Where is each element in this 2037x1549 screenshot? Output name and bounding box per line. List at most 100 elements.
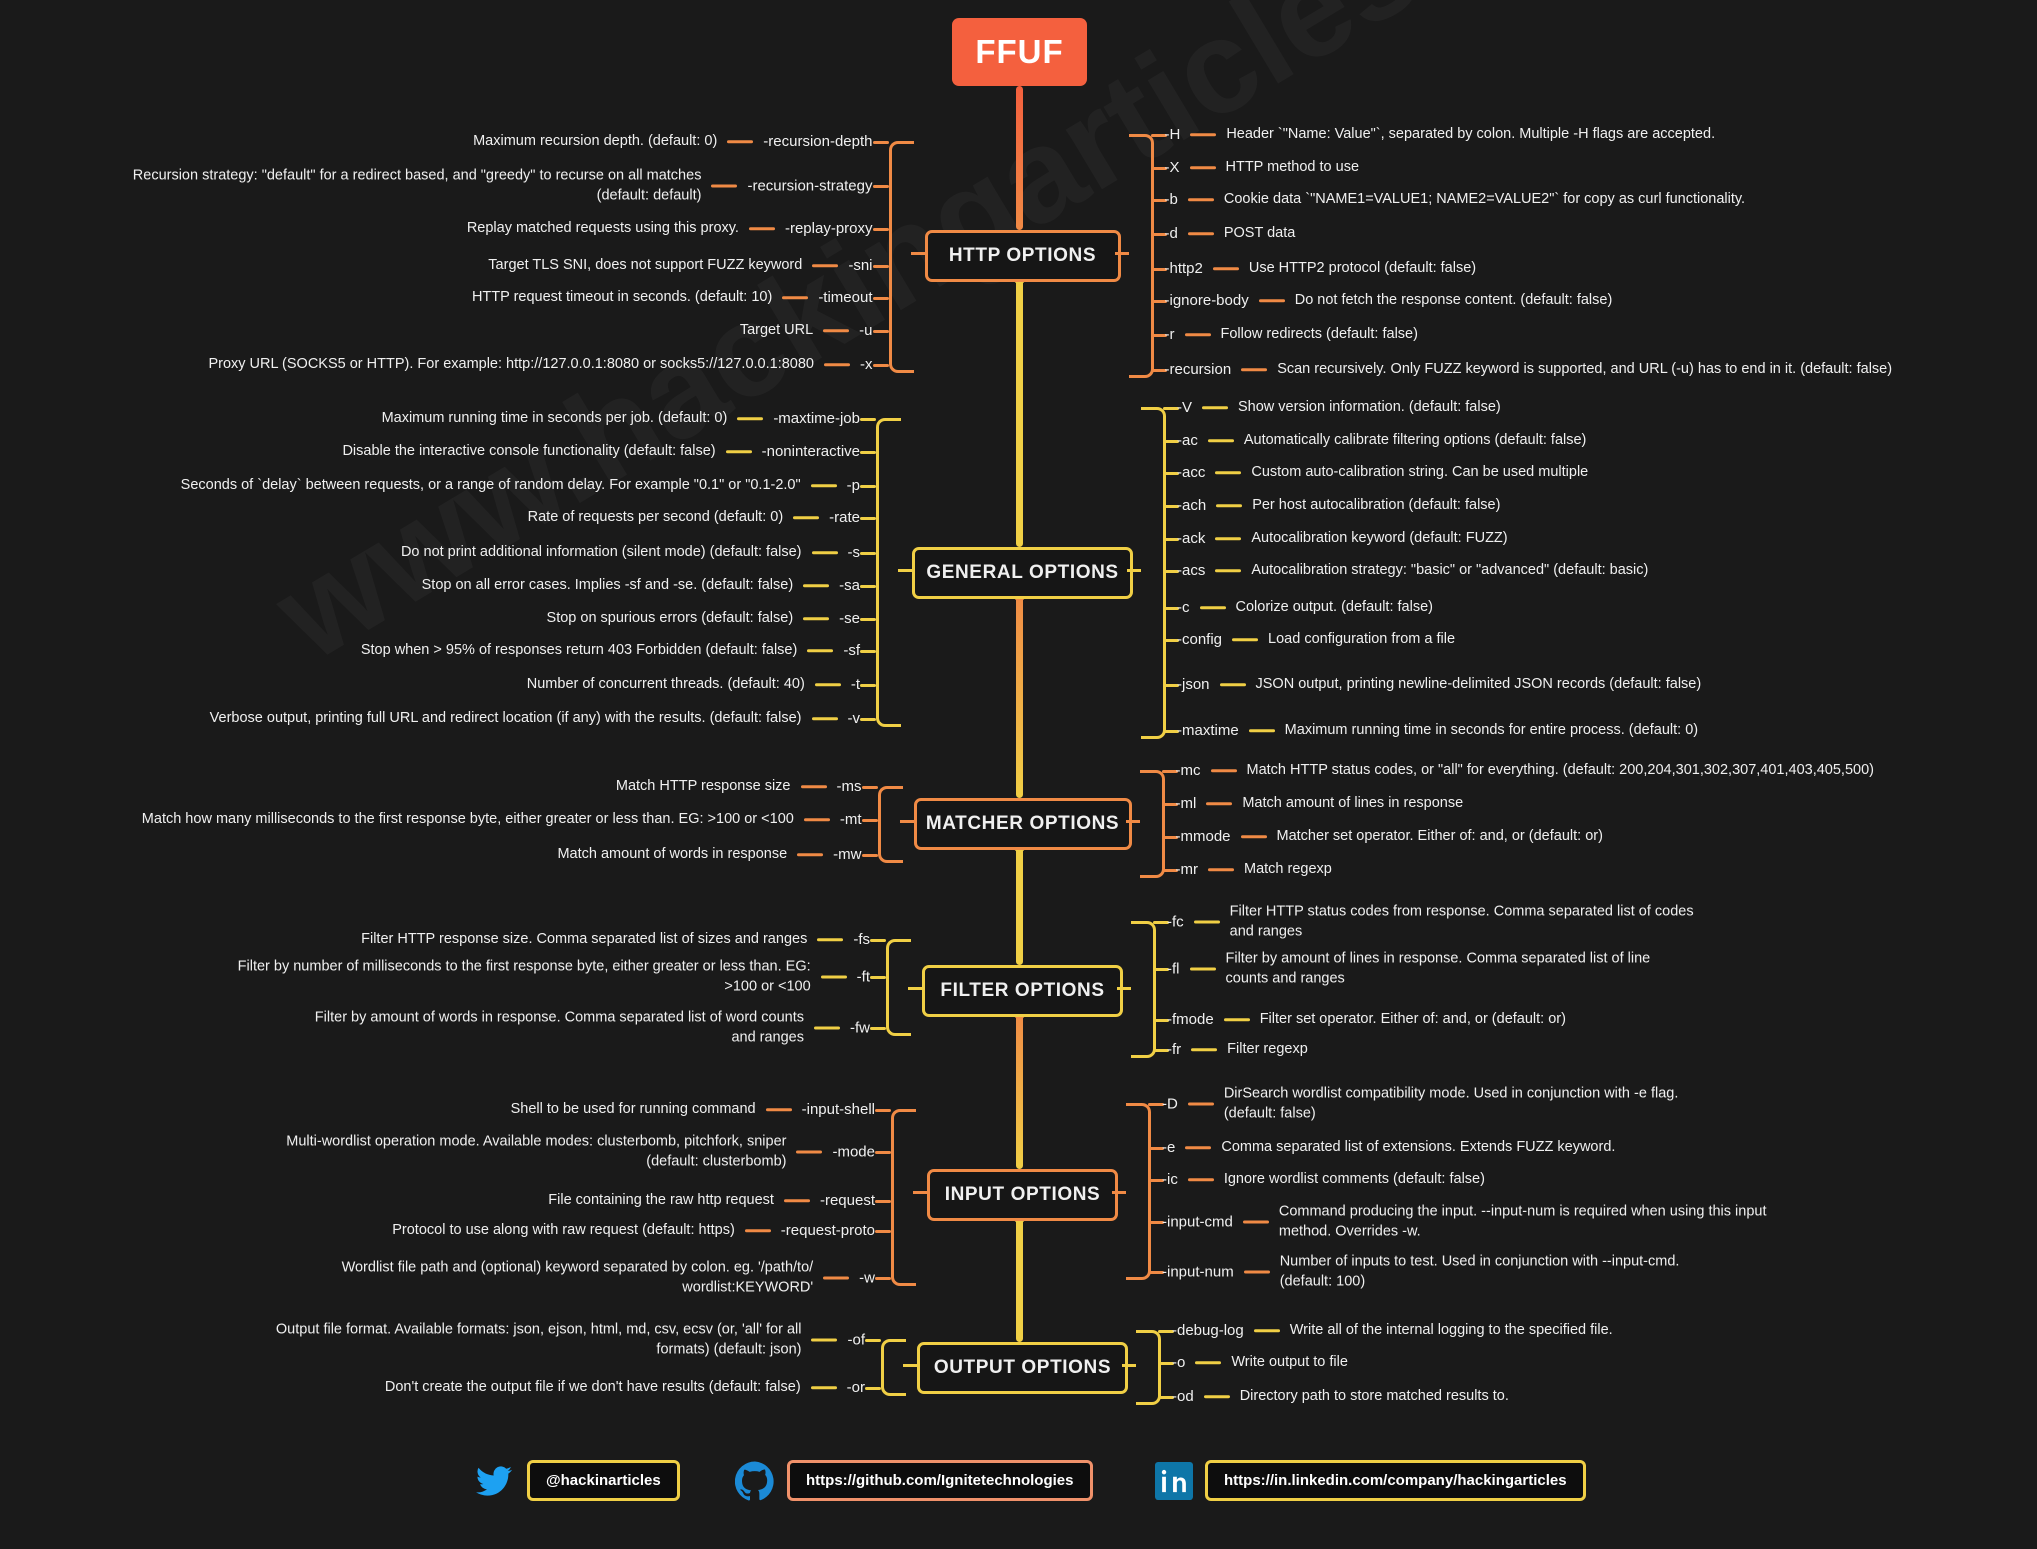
section-box-http-options[interactable]: HTTP OPTIONS bbox=[924, 230, 1121, 282]
leaf-desc-output-options-right-2: Directory path to store matched results … bbox=[1239, 1388, 1509, 1405]
leaf-http-options-left-5[interactable]: Target URL -u bbox=[740, 321, 873, 341]
leaf-general-options-left-3[interactable]: Rate of requests per second (default: 0)… bbox=[528, 508, 860, 528]
leaf-input-options-left-0[interactable]: Shell to be used for running command -inp… bbox=[511, 1100, 875, 1120]
leaf-matcher-options-left-2[interactable]: Match amount of words in response -mw bbox=[557, 845, 861, 865]
leaf-filter-options-right-3[interactable]: -fr Filter regexp bbox=[1167, 1040, 1308, 1060]
leaf-filter-options-left-1[interactable]: Filter by number of milliseconds to the … bbox=[238, 957, 870, 996]
leaf-general-options-right-2[interactable]: -acc Custom auto-calibration string. Can … bbox=[1177, 463, 1588, 483]
leaf-desc-filter-options-right-2: Filter set operator. Either of: and, or … bbox=[1259, 1011, 1566, 1028]
leaf-http-options-right-1[interactable]: -X HTTP method to use bbox=[1165, 158, 1360, 178]
leaf-input-options-left-4[interactable]: Wordlist file path and (optional) keywor… bbox=[342, 1258, 875, 1297]
leaf-matcher-options-right-0[interactable]: -mc Match HTTP status codes, or "all" for… bbox=[1176, 761, 1874, 781]
leaf-filter-options-right-0[interactable]: -fc Filter HTTP status codes from respons… bbox=[1167, 902, 1694, 941]
leaf-filter-options-left-0[interactable]: Filter HTTP response size. Comma separat… bbox=[361, 930, 870, 950]
leaf-general-options-right-7[interactable]: -config Load configuration from a file bbox=[1177, 630, 1455, 650]
footer-twitter-handle[interactable]: @hackinarticles bbox=[527, 1460, 680, 1501]
leaf-general-options-left-9[interactable]: Verbose output, printing full URL and re… bbox=[210, 709, 860, 729]
leaf-general-options-left-5[interactable]: Stop on all error cases. Implies -sf and… bbox=[422, 576, 860, 596]
footer-twitter[interactable]: @hackinarticles bbox=[473, 1460, 680, 1501]
leaf-general-options-left-7[interactable]: Stop when > 95% of responses return 403 … bbox=[361, 641, 860, 661]
leaf-output-options-left-1[interactable]: Don't create the output file if we don't… bbox=[385, 1378, 865, 1398]
leaf-desc-general-options-right-8: JSON output, printing newline-delimited … bbox=[1255, 676, 1702, 693]
leaf-http-options-right-0[interactable]: -H Header `"Name: Value"`, separated by c… bbox=[1165, 125, 1716, 145]
leaf-general-options-right-9[interactable]: -maxtime Maximum running time in seconds … bbox=[1177, 721, 1698, 741]
leaf-dash-http-options-right-1 bbox=[1189, 166, 1216, 170]
leaf-general-options-right-3[interactable]: -ach Per host autocalibration (default: f… bbox=[1177, 496, 1500, 516]
section-box-general-options[interactable]: GENERAL OPTIONS bbox=[912, 547, 1133, 599]
tick-http-options-right-7 bbox=[1150, 368, 1167, 372]
leaf-output-options-right-2[interactable]: -od Directory path to store matched resul… bbox=[1172, 1387, 1509, 1407]
leaf-general-options-right-8[interactable]: -json JSON output, printing newline-delim… bbox=[1177, 675, 1701, 695]
footer-linkedin-url[interactable]: https://in.linkedin.com/company/hackinga… bbox=[1205, 1460, 1586, 1501]
section-box-filter-options[interactable]: FILTER OPTIONS bbox=[922, 965, 1123, 1017]
root-label: FFUF bbox=[975, 33, 1064, 70]
leaf-desc-http-options-right-7: Scan recursively. Only FUZZ keyword is s… bbox=[1277, 361, 1893, 378]
leaf-filter-options-left-2[interactable]: Filter by amount of words in response. C… bbox=[315, 1008, 870, 1047]
footer-github-url[interactable]: https://github.com/Ignitetechnologies bbox=[787, 1460, 1093, 1501]
leaf-input-options-right-2[interactable]: -ic Ignore wordlist comments (default: fa… bbox=[1162, 1170, 1485, 1190]
leaf-matcher-options-left-1[interactable]: Match how many milliseconds to the first… bbox=[142, 810, 862, 830]
leaf-http-options-left-3[interactable]: Target TLS SNI, does not support FUZZ ke… bbox=[488, 256, 872, 276]
leaf-flag-filter-options-left-2: -fw bbox=[850, 1019, 870, 1037]
footer-linkedin[interactable]: https://in.linkedin.com/company/hackinga… bbox=[1155, 1460, 1586, 1501]
tick-http-options-left-3 bbox=[872, 264, 889, 268]
leaf-general-options-right-4[interactable]: -ack Autocalibration keyword (default: FU… bbox=[1177, 529, 1508, 549]
root-node[interactable]: FFUF bbox=[952, 18, 1087, 86]
tick-input-options-right-1 bbox=[1148, 1146, 1164, 1150]
leaf-general-options-left-1[interactable]: Disable the interactive console function… bbox=[342, 442, 860, 462]
leaf-http-options-right-2[interactable]: -b Cookie data `"NAME1=VALUE1; NAME2=VALU… bbox=[1165, 190, 1746, 210]
leaf-input-options-right-1[interactable]: -e Comma separated list of extensions. Ex… bbox=[1162, 1138, 1615, 1158]
bracket-stub-output-options-right bbox=[1122, 1363, 1136, 1367]
leaf-http-options-right-4[interactable]: -http2 Use HTTP2 protocol (default: false… bbox=[1165, 259, 1477, 279]
leaf-input-options-right-4[interactable]: -input-num Number of inputs to test. Used… bbox=[1162, 1252, 1679, 1291]
leaf-input-options-left-2[interactable]: File containing the raw http request -req… bbox=[548, 1191, 875, 1211]
leaf-desc-http-options-left-3: Target TLS SNI, does not support FUZZ ke… bbox=[488, 257, 803, 274]
leaf-input-options-left-1[interactable]: Multi-wordlist operation mode. Available… bbox=[286, 1132, 875, 1171]
leaf-output-options-right-0[interactable]: -debug-log Write all of the internal logg… bbox=[1172, 1321, 1613, 1341]
leaf-http-options-left-2[interactable]: Replay matched requests using this proxy… bbox=[467, 219, 873, 239]
leaf-matcher-options-right-3[interactable]: -mr Match regexp bbox=[1176, 860, 1332, 880]
leaf-general-options-right-6[interactable]: -c Colorize output. (default: false) bbox=[1177, 598, 1433, 618]
leaf-dash-general-options-right-8 bbox=[1219, 683, 1246, 687]
leaf-general-options-left-0[interactable]: Maximum running time in seconds per job.… bbox=[382, 409, 860, 429]
leaf-dash-general-options-right-1 bbox=[1207, 439, 1234, 443]
leaf-desc-matcher-options-right-3: Match regexp bbox=[1244, 861, 1332, 878]
tick-output-options-right-0 bbox=[1158, 1329, 1174, 1333]
leaf-general-options-left-2[interactable]: Seconds of `delay` between requests, or … bbox=[181, 476, 860, 496]
leaf-http-options-left-6[interactable]: Proxy URL (SOCKS5 or HTTP). For example:… bbox=[208, 355, 872, 375]
leaf-general-options-left-8[interactable]: Number of concurrent threads. (default: … bbox=[527, 675, 860, 695]
leaf-output-options-left-0[interactable]: Output file format. Available formats: j… bbox=[276, 1320, 865, 1359]
leaf-http-options-right-3[interactable]: -d POST data bbox=[1165, 224, 1296, 244]
leaf-http-options-left-4[interactable]: HTTP request timeout in seconds. (defaul… bbox=[472, 288, 873, 308]
leaf-http-options-right-7[interactable]: -recursion Scan recursively. Only FUZZ ke… bbox=[1165, 360, 1893, 380]
leaf-dash-http-options-right-4 bbox=[1212, 267, 1239, 271]
leaf-general-options-right-5[interactable]: -acs Autocalibration strategy: "basic" or… bbox=[1177, 561, 1648, 581]
leaf-dash-general-options-right-9 bbox=[1248, 729, 1275, 733]
leaf-general-options-right-1[interactable]: -ac Automatically calibrate filtering opt… bbox=[1177, 431, 1586, 451]
section-box-matcher-options[interactable]: MATCHER OPTIONS bbox=[913, 798, 1132, 850]
leaf-matcher-options-right-2[interactable]: -mmode Matcher set operator. Either of: a… bbox=[1176, 827, 1603, 847]
leaf-general-options-left-4[interactable]: Do not print additional information (sil… bbox=[401, 543, 860, 563]
leaf-http-options-left-1[interactable]: Recursion strategy: "default" for a redi… bbox=[133, 166, 873, 205]
leaf-input-options-right-3[interactable]: -input-cmd Command producing the input. -… bbox=[1162, 1202, 1767, 1241]
leaf-http-options-right-5[interactable]: -ignore-body Do not fetch the response co… bbox=[1165, 291, 1613, 311]
leaf-input-options-left-3[interactable]: Protocol to use along with raw request (… bbox=[392, 1221, 875, 1241]
leaf-matcher-options-right-1[interactable]: -ml Match amount of lines in response bbox=[1176, 794, 1464, 814]
leaf-desc-matcher-options-right-0: Match HTTP status codes, or "all" for ev… bbox=[1246, 762, 1874, 779]
leaf-flag-general-options-right-2: -acc bbox=[1177, 464, 1206, 482]
leaf-filter-options-right-1[interactable]: -fl Filter by amount of lines in response… bbox=[1167, 949, 1650, 988]
twitter-icon bbox=[473, 1463, 515, 1499]
leaf-general-options-left-6[interactable]: Stop on spurious errors (default: false)… bbox=[547, 609, 860, 629]
leaf-http-options-left-0[interactable]: Maximum recursion depth. (default: 0) -re… bbox=[473, 132, 872, 152]
bracket-input-options-right bbox=[1126, 1102, 1151, 1280]
leaf-flag-filter-options-right-1: -fl bbox=[1167, 960, 1180, 978]
leaf-output-options-right-1[interactable]: -o Write output to file bbox=[1172, 1353, 1348, 1373]
footer-github[interactable]: https://github.com/Ignitetechnologies bbox=[735, 1460, 1093, 1501]
section-box-output-options[interactable]: OUTPUT OPTIONS bbox=[917, 1342, 1128, 1394]
section-box-input-options[interactable]: INPUT OPTIONS bbox=[927, 1169, 1118, 1221]
leaf-general-options-right-0[interactable]: -V Show version information. (default: fa… bbox=[1177, 398, 1501, 418]
leaf-matcher-options-left-0[interactable]: Match HTTP response size -ms bbox=[616, 777, 862, 797]
leaf-http-options-right-6[interactable]: -r Follow redirects (default: false) bbox=[1165, 325, 1418, 345]
leaf-input-options-right-0[interactable]: -D DirSearch wordlist compatibility mode.… bbox=[1162, 1084, 1678, 1123]
leaf-filter-options-right-2[interactable]: -fmode Filter set operator. Either of: an… bbox=[1167, 1010, 1566, 1030]
